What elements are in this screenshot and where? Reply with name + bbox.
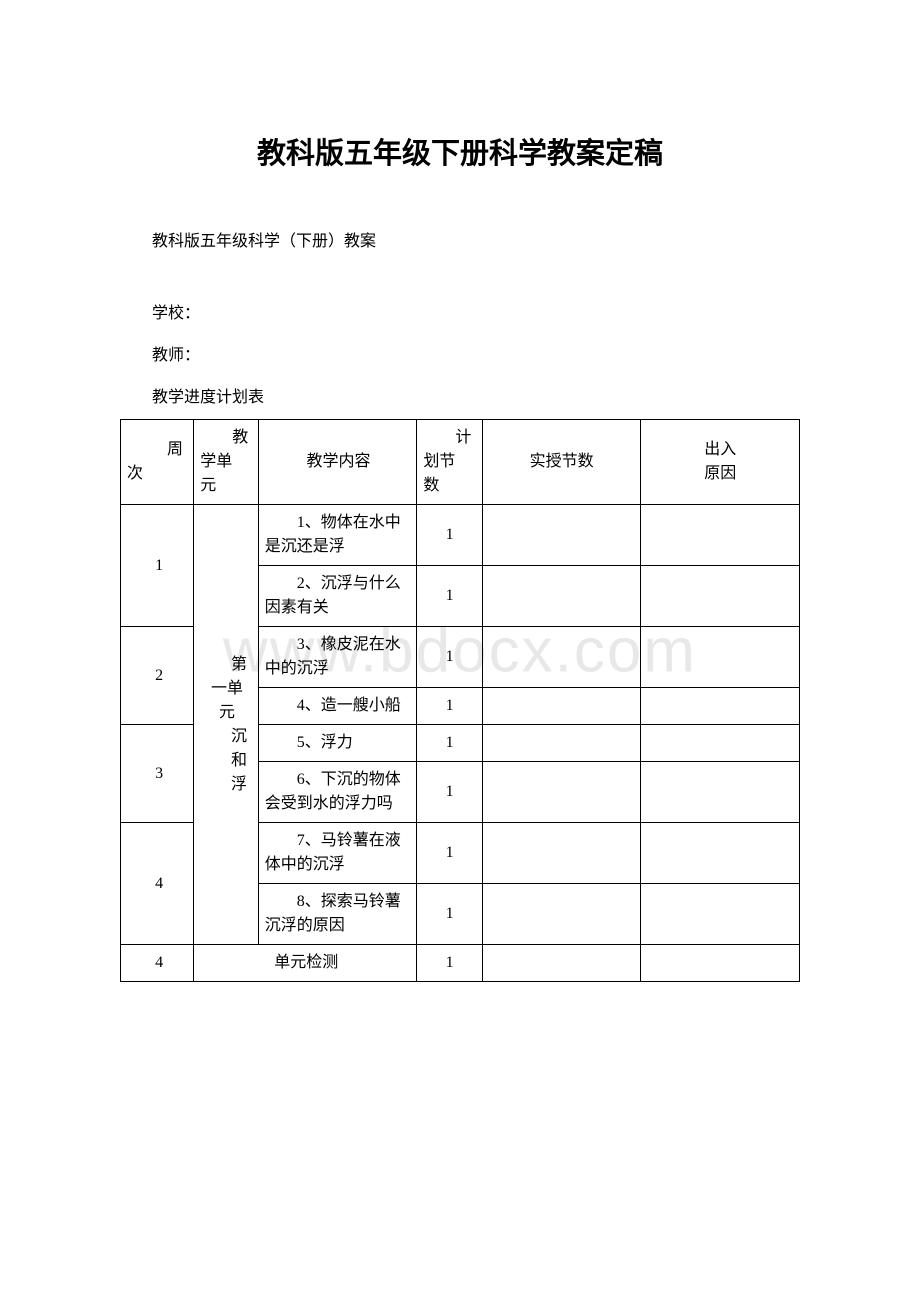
reason-cell <box>641 823 800 884</box>
plan-cell: 1 <box>417 945 483 982</box>
plan-cell: 1 <box>417 505 483 566</box>
actual-cell <box>482 945 641 982</box>
reason-cell <box>641 762 800 823</box>
content-cell: 2、沉浮与什么因素有关 <box>258 566 417 627</box>
plan-cell: 1 <box>417 725 483 762</box>
plan-cell: 1 <box>417 884 483 945</box>
table-row-exam: 4 单元检测 1 <box>121 945 800 982</box>
header-actual: 实授节数 <box>482 420 641 505</box>
actual-cell <box>482 688 641 725</box>
content-cell: 8、探索马铃薯沉浮的原因 <box>258 884 417 945</box>
table-header-row: 周次 教学单元 教学内容 计划节数 实授节数 出入原因 <box>121 420 800 505</box>
week-cell: 1 <box>121 505 194 627</box>
week-cell: 4 <box>121 945 194 982</box>
actual-cell <box>482 884 641 945</box>
reason-cell <box>641 627 800 688</box>
reason-cell <box>641 505 800 566</box>
header-content: 教学内容 <box>258 420 417 505</box>
actual-cell <box>482 725 641 762</box>
actual-cell <box>482 627 641 688</box>
reason-cell <box>641 884 800 945</box>
reason-cell <box>641 945 800 982</box>
unit-cell: 第一单元沉和浮 <box>194 505 259 945</box>
plan-cell: 1 <box>417 762 483 823</box>
content-cell: 1、物体在水中是沉还是浮 <box>258 505 417 566</box>
actual-cell <box>482 823 641 884</box>
teacher-field: 教师： <box>120 341 800 365</box>
document-content: 教科版五年级下册科学教案定稿 教科版五年级科学（下册）教案 学校： 教师： 教学… <box>0 0 920 982</box>
exam-content-cell: 单元检测 <box>194 945 417 982</box>
header-week: 周次 <box>121 420 194 505</box>
week-cell: 3 <box>121 725 194 823</box>
content-cell: 4、造一艘小船 <box>258 688 417 725</box>
header-reason: 出入原因 <box>641 420 800 505</box>
schedule-table: 周次 教学单元 教学内容 计划节数 实授节数 出入原因 1 第一单元沉和浮 1、… <box>120 419 800 982</box>
reason-cell <box>641 566 800 627</box>
content-cell: 7、马铃薯在液体中的沉浮 <box>258 823 417 884</box>
plan-cell: 1 <box>417 823 483 884</box>
plan-cell: 1 <box>417 627 483 688</box>
content-cell: 5、浮力 <box>258 725 417 762</box>
week-cell: 4 <box>121 823 194 945</box>
header-unit: 教学单元 <box>194 420 259 505</box>
plan-cell: 1 <box>417 688 483 725</box>
reason-cell <box>641 725 800 762</box>
school-field: 学校： <box>120 299 800 323</box>
content-cell: 6、下沉的物体会受到水的浮力吗 <box>258 762 417 823</box>
content-cell: 3、橡皮泥在水中的沉浮 <box>258 627 417 688</box>
table-row: 1 第一单元沉和浮 1、物体在水中是沉还是浮 1 <box>121 505 800 566</box>
plan-cell: 1 <box>417 566 483 627</box>
actual-cell <box>482 505 641 566</box>
actual-cell <box>482 566 641 627</box>
subtitle-text: 教科版五年级科学（下册）教案 <box>120 227 800 251</box>
table-title: 教学进度计划表 <box>120 383 800 407</box>
page-title: 教科版五年级下册科学教案定稿 <box>120 130 800 172</box>
actual-cell <box>482 762 641 823</box>
reason-cell <box>641 688 800 725</box>
header-plan: 计划节数 <box>417 420 483 505</box>
week-cell: 2 <box>121 627 194 725</box>
